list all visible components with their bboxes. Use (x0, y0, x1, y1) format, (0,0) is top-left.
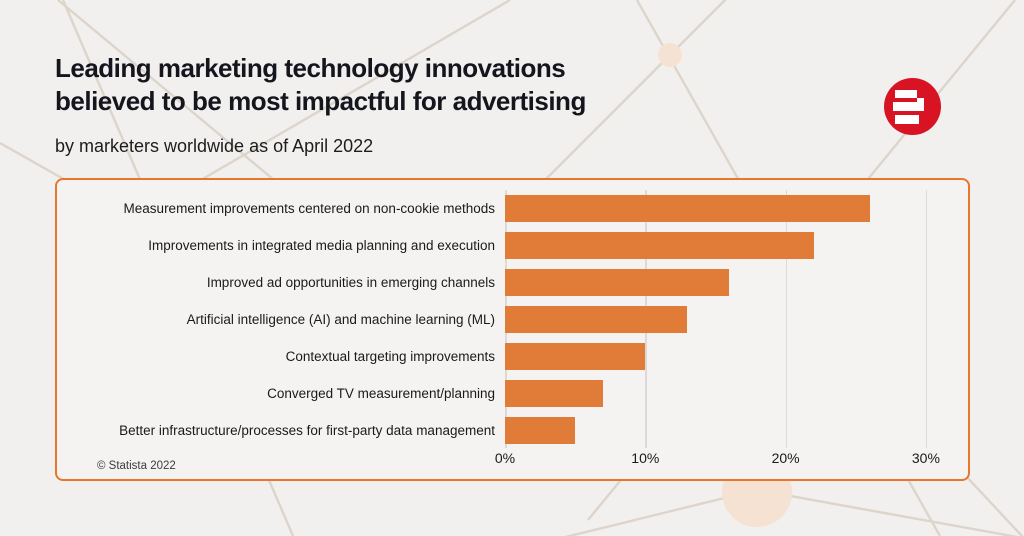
gridline (925, 190, 928, 448)
chart-card: Measurement improvements centered on non… (55, 178, 970, 481)
category-label: Artificial intelligence (AI) and machine… (186, 312, 495, 327)
plot-area (505, 190, 968, 448)
network-node-dot (658, 43, 682, 67)
x-axis: 0% 10% 20% 30% (495, 450, 968, 468)
category-labels: Measurement improvements centered on non… (67, 190, 505, 452)
category-label: Converged TV measurement/planning (267, 386, 495, 401)
x-tick-label: 0% (494, 450, 516, 466)
page-title-line2: believed to be most impactful for advert… (55, 85, 586, 116)
logo-bar-notch (917, 98, 924, 102)
logo-bar-middle (893, 102, 924, 111)
logo-bar-bottom (895, 115, 919, 124)
category-label: Measurement improvements centered on non… (123, 201, 495, 216)
x-tick-label: 20% (771, 450, 800, 466)
x-tick-label: 30% (911, 450, 940, 466)
bar (505, 306, 688, 333)
x-tick-label: 10% (631, 450, 660, 466)
gridline (785, 190, 788, 448)
category-label: Better infrastructure/processes for firs… (119, 423, 495, 438)
source-credit: © Statista 2022 (97, 460, 176, 472)
page-title: Leading marketing technology innovations… (55, 52, 775, 117)
bar (505, 232, 814, 259)
bar (505, 195, 870, 222)
bar (505, 380, 604, 407)
logo-bar-top (895, 90, 917, 98)
category-label: Contextual targeting improvements (285, 349, 495, 364)
bar (505, 417, 576, 444)
bar (505, 343, 646, 370)
category-label: Improved ad opportunities in emerging ch… (206, 275, 495, 290)
page-subtitle: by marketers worldwide as of April 2022 (55, 136, 374, 156)
page-title-line1: Leading marketing technology innovations (55, 53, 566, 83)
statista-logo-icon (884, 78, 941, 135)
bar (505, 269, 730, 296)
category-label: Improvements in integrated media plannin… (148, 238, 495, 253)
